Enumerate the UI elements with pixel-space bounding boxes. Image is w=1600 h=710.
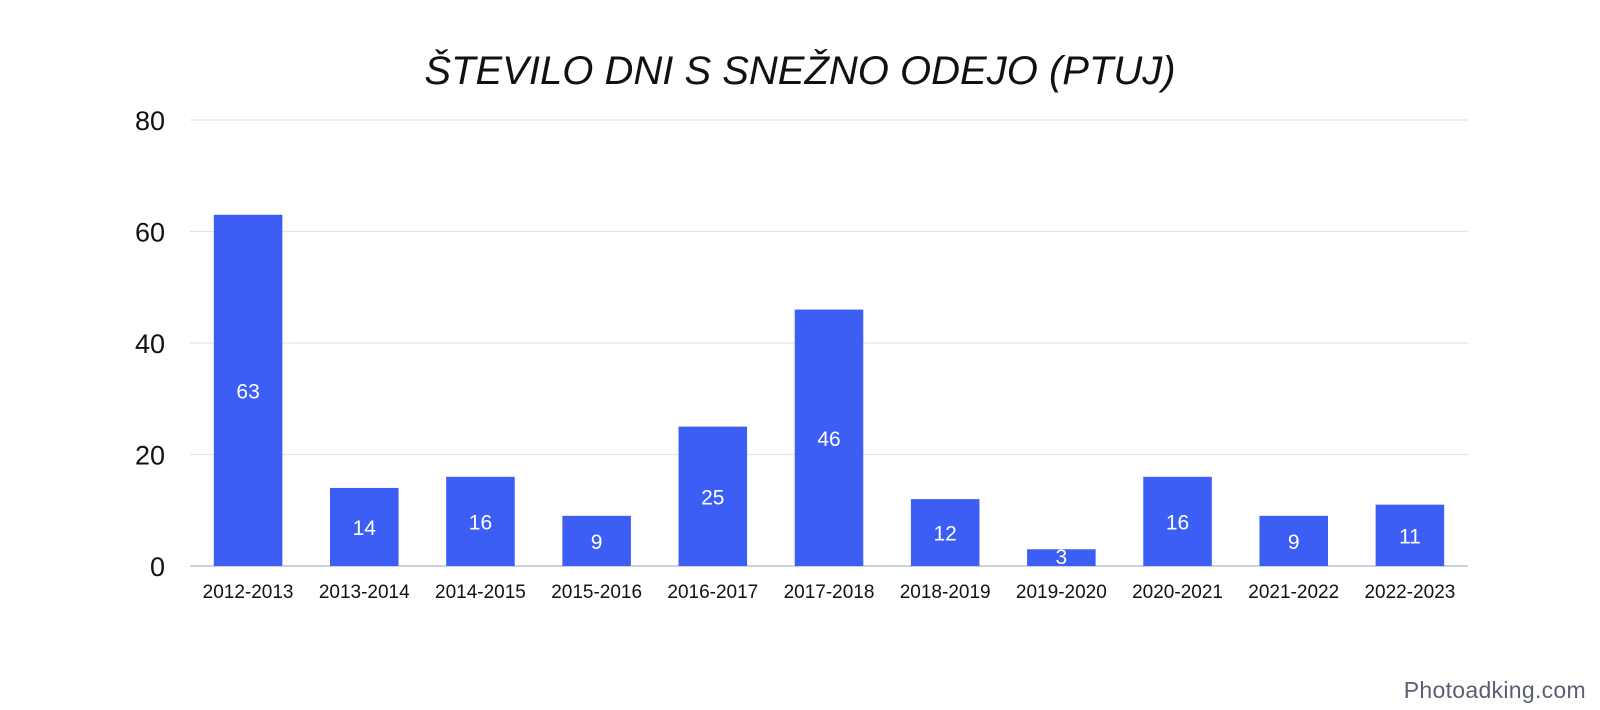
bar-2013-2014: [329, 487, 399, 566]
bar-value-label: 16: [469, 511, 492, 534]
x-tick-label: 2021-2022: [1248, 582, 1339, 603]
bar-2022-2023: [1375, 504, 1445, 566]
x-tick-label: 2019-2020: [1016, 582, 1107, 603]
bar-value-label: 25: [701, 486, 724, 509]
x-tick-label: 2017-2018: [784, 582, 875, 603]
bar-value-label: 14: [353, 517, 377, 540]
bar-value-label: 3: [1056, 546, 1068, 569]
x-axis-ticks: 2012-2013 2013-2014 2014-2015 2015-2016 2016…: [203, 582, 1456, 603]
y-tick-label: 60: [135, 218, 165, 248]
bar-value-label: 9: [1288, 531, 1300, 554]
bar-value-label: 9: [591, 531, 603, 554]
x-tick-label: 2012-2013: [203, 582, 294, 603]
bars: [213, 214, 1445, 566]
x-tick-label: 2020-2021: [1132, 582, 1223, 603]
bar-value-label: 16: [1166, 511, 1189, 534]
y-tick-label: 40: [135, 329, 165, 359]
bar-2018-2019: [910, 499, 980, 566]
y-axis-ticks: 0 20 40 60 80: [135, 106, 165, 582]
bar-2017-2018: [794, 309, 864, 566]
bar-2015-2016: [562, 515, 631, 566]
x-tick-label: 2015-2016: [551, 582, 642, 603]
bar-value-label: 12: [934, 523, 957, 546]
bar-2020-2021: [1143, 476, 1212, 566]
bar-2021-2022: [1259, 515, 1329, 566]
y-tick-label: 20: [135, 441, 165, 471]
y-tick-label: 80: [135, 106, 165, 136]
watermark: Photoadking.com: [1403, 677, 1586, 703]
bar-2016-2017: [678, 426, 748, 566]
bar-2014-2015: [446, 476, 515, 566]
y-tick-label: 0: [150, 552, 165, 582]
bar-2012-2013: [213, 214, 283, 566]
x-tick-label: 2016-2017: [667, 582, 758, 603]
bar-value-labels: 63 14 16 9 25 46 12 3 16 9 11: [236, 380, 1420, 569]
x-tick-label: 2013-2014: [319, 582, 410, 603]
bar-value-label: 11: [1399, 525, 1421, 548]
bar-2019-2020: [1027, 549, 1096, 566]
x-tick-label: 2014-2015: [435, 582, 526, 603]
x-tick-label: 2022-2023: [1364, 582, 1455, 603]
chart-title: ŠTEVILO DNI S SNEŽNO ODEJO (PTUJ): [424, 48, 1175, 93]
bar-value-label: 63: [236, 380, 259, 403]
bar-value-label: 46: [817, 428, 840, 451]
x-tick-label: 2018-2019: [900, 582, 991, 603]
